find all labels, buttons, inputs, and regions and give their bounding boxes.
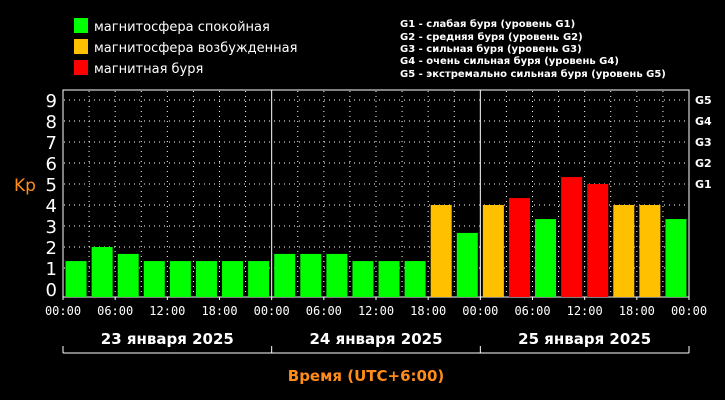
kp-bar: [169, 261, 191, 297]
kp-bar: [91, 247, 113, 297]
legend-swatch-excited: [74, 39, 88, 54]
storm-level-axis: G5 G4 G3 G2 G1: [695, 94, 712, 191]
x-tick-label: 06:00: [306, 304, 342, 318]
x-tick-label: 18:00: [410, 304, 446, 318]
grid: [64, 91, 688, 296]
x-tick-label: 00:00: [254, 304, 290, 318]
x-tick-label: 06:00: [97, 304, 133, 318]
x-tick-label: 00:00: [462, 304, 498, 318]
kp-bar: [665, 219, 687, 297]
y-tick-label: 3: [46, 217, 57, 238]
y-tick-label: 7: [46, 133, 57, 154]
kp-bar: [482, 205, 504, 297]
storm-scale-line: G1 - слабая буря (уровень G1): [400, 18, 575, 30]
legend-label-quiet: магнитосфера спокойная: [94, 20, 270, 35]
legend: магнитосфера спокойная магнитосфера возб…: [74, 18, 297, 77]
kp-bar: [222, 261, 244, 297]
legend-swatch-storm: [74, 60, 88, 75]
storm-level-label: G2: [695, 157, 712, 170]
kp-bar: [587, 184, 609, 297]
kp-bar: [535, 219, 557, 297]
storm-scale: G1 - слабая буря (уровень G1) G2 - средн…: [400, 18, 666, 80]
y-tick-label: 0: [46, 280, 57, 301]
x-tick-label: 18:00: [201, 304, 237, 318]
legend-swatch-quiet: [74, 18, 88, 33]
kp-bar: [65, 261, 87, 297]
plot-area: [62, 89, 690, 298]
storm-scale-line: G3 - сильная буря (уровень G3): [400, 43, 582, 55]
kp-bar: [404, 261, 426, 297]
x-axis-title: Время (UTC+6:00): [288, 367, 444, 385]
storm-scale-line: G2 - средняя буря (уровень G2): [400, 31, 583, 43]
x-tick-label: 12:00: [567, 304, 603, 318]
x-tick-label: 06:00: [514, 304, 550, 318]
storm-level-label: G5: [695, 94, 712, 107]
x-tick-label: 12:00: [149, 304, 185, 318]
kp-bar: [639, 205, 661, 297]
x-tick-label: 18:00: [619, 304, 655, 318]
day-dividers: [271, 90, 481, 297]
kp-bar: [352, 261, 374, 297]
legend-label-storm: магнитная буря: [94, 62, 203, 77]
kp-bar: [117, 253, 139, 297]
day-label: 25 января 2025: [518, 330, 651, 348]
y-axis-title: Kp: [14, 176, 36, 196]
x-tick-label: 00:00: [45, 304, 81, 318]
storm-level-label: G4: [695, 115, 712, 128]
kp-bar: [378, 261, 400, 297]
kp-bar: [430, 205, 452, 297]
day-labels: 23 января 2025 24 января 2025 25 января 20…: [62, 330, 690, 354]
storm-scale-line: G5 - экстремально сильная буря (уровень …: [400, 68, 666, 80]
kp-bar: [143, 261, 165, 297]
storm-level-label: G1: [695, 178, 712, 191]
bars: [65, 177, 687, 297]
y-tick-label: 4: [46, 196, 57, 217]
day-label: 24 января 2025: [309, 330, 442, 348]
y-tick-label: 2: [46, 238, 57, 259]
y-tick-label: 8: [46, 112, 57, 133]
kp-bar: [274, 253, 296, 297]
kp-bar: [456, 232, 478, 297]
y-tick-label: 1: [46, 259, 57, 280]
day-label: 23 января 2025: [101, 330, 234, 348]
kp-bar: [300, 253, 322, 297]
x-axis: 00:00 06:00 12:00 18:00 00:00 06:00 12:00 18:00…: [45, 297, 707, 318]
y-tick-label: 5: [46, 175, 57, 196]
legend-label-excited: магнитосфера возбужденная: [94, 41, 297, 56]
kp-bar: [195, 261, 217, 297]
kp-bar: [326, 253, 348, 297]
x-tick-label: 12:00: [358, 304, 394, 318]
storm-scale-line: G4 - очень сильная буря (уровень G4): [400, 55, 619, 67]
y-tick-label: 9: [46, 91, 57, 112]
kp-bar: [561, 177, 583, 297]
storm-level-label: G3: [695, 136, 712, 149]
kp-bar: [508, 198, 530, 297]
x-tick-label: 00:00: [671, 304, 707, 318]
kp-bar: [613, 205, 635, 297]
kp-bar: [248, 261, 270, 297]
y-tick-label: 6: [46, 154, 57, 175]
